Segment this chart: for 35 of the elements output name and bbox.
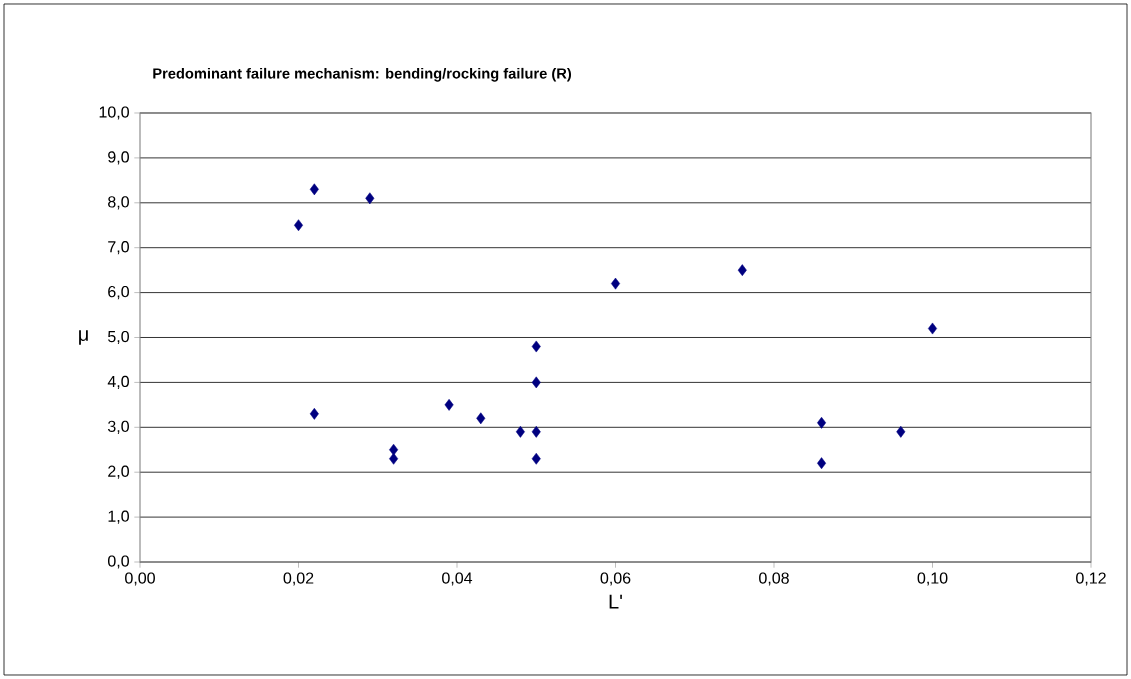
point bbox=[444, 398, 454, 411]
x-tick-label: 0,00 bbox=[125, 572, 155, 586]
x-tick-label: 0,10 bbox=[917, 572, 948, 586]
y-tick-label: 10,0 bbox=[99, 106, 129, 120]
y-tick-label: 6,0 bbox=[108, 286, 129, 300]
point bbox=[531, 340, 541, 353]
y-tick-label: 1,0 bbox=[108, 510, 129, 524]
point bbox=[531, 376, 541, 389]
point bbox=[365, 192, 375, 205]
point bbox=[896, 425, 906, 438]
y-tick-label: 0,0 bbox=[107, 555, 129, 569]
y-tick-label: 8,0 bbox=[108, 196, 129, 210]
point bbox=[817, 416, 827, 429]
point bbox=[817, 457, 827, 470]
x-axis-title: L' bbox=[609, 594, 622, 609]
y-tick-label: 3,0 bbox=[107, 420, 129, 434]
chart-title: Predominant failure mechanism: bending/rocking failure (R) bbox=[153, 67, 572, 82]
point bbox=[515, 425, 525, 438]
x-tick-label: 0,02 bbox=[283, 572, 314, 586]
y-tick-label: 7,0 bbox=[108, 241, 129, 255]
point bbox=[531, 452, 541, 465]
point bbox=[309, 407, 319, 420]
y-tick-label: 4,0 bbox=[107, 375, 129, 390]
x-tick-label: 0,04 bbox=[442, 572, 473, 586]
y-axis-title: μ bbox=[79, 330, 88, 345]
point bbox=[737, 264, 747, 277]
x-tick-label: 0,08 bbox=[759, 572, 789, 586]
y-tick-label: 2,0 bbox=[108, 465, 129, 479]
x-tick-label: 0,12 bbox=[1076, 572, 1106, 586]
point bbox=[309, 183, 319, 196]
y-tick-label: 5,0 bbox=[108, 330, 129, 345]
point bbox=[476, 412, 486, 425]
x-tick-label: 0,06 bbox=[600, 572, 631, 586]
y-tick-label: 9,0 bbox=[108, 151, 129, 165]
point bbox=[531, 425, 541, 438]
